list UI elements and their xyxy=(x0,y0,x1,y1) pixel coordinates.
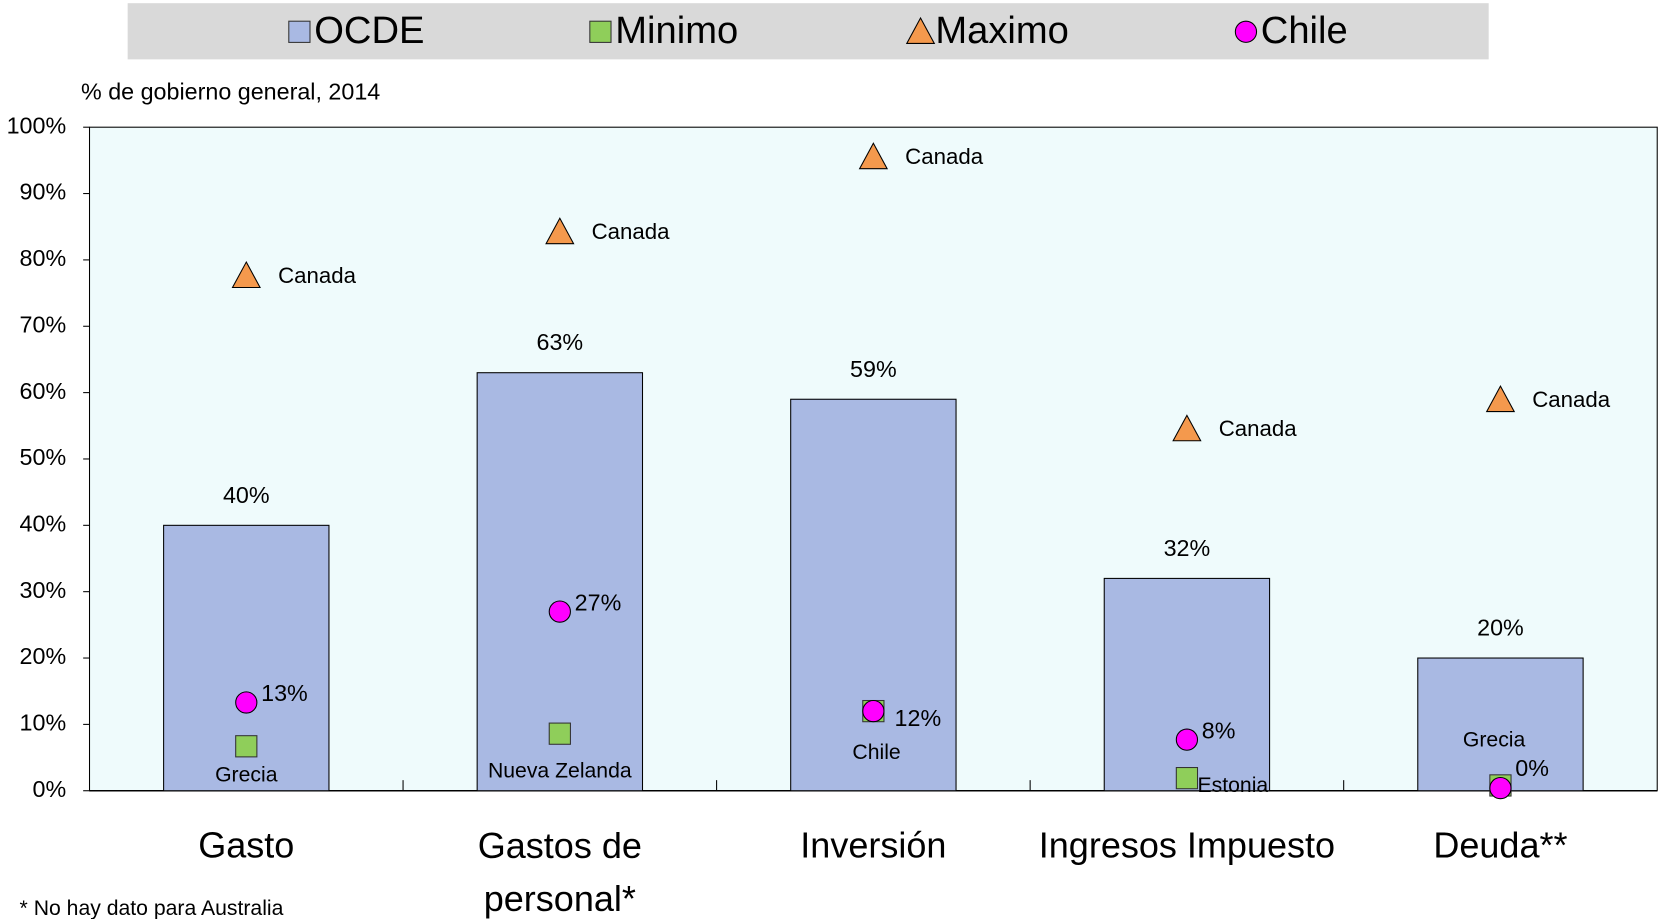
legend-label: Maximo xyxy=(935,9,1069,52)
value-label: 12% xyxy=(895,705,942,731)
y-tick-label: 10% xyxy=(20,710,67,736)
marker-square xyxy=(548,722,571,745)
x-tick-label: Gasto xyxy=(198,824,294,865)
y-tick-label: 70% xyxy=(20,311,67,337)
legend-marker xyxy=(288,20,311,43)
y-tick-label: 0% xyxy=(33,776,67,802)
point-label: Canada xyxy=(278,263,357,288)
marker-circle xyxy=(235,691,258,714)
point-label: Canada xyxy=(1219,416,1298,441)
bar xyxy=(476,372,644,792)
x-tick-label: Deuda** xyxy=(1433,824,1567,865)
bar xyxy=(790,398,957,792)
marker-triangle xyxy=(231,260,261,289)
y-axis-label: % de gobierno general, 2014 xyxy=(81,78,380,104)
value-label: 32% xyxy=(1164,535,1211,561)
y-tick-label: 90% xyxy=(20,179,67,205)
marker-triangle xyxy=(545,217,575,245)
legend-marker xyxy=(589,20,612,43)
value-label: 13% xyxy=(261,680,308,706)
marker-square xyxy=(235,735,258,758)
point-label: Canada xyxy=(1532,387,1611,412)
legend-marker xyxy=(1234,20,1258,43)
y-tick-label: 30% xyxy=(20,577,67,603)
value-label: 40% xyxy=(223,482,270,508)
y-tick-label: 60% xyxy=(20,378,67,404)
value-label: 8% xyxy=(1202,717,1236,743)
marker-circle xyxy=(1489,776,1512,800)
point-label: Estonia xyxy=(1198,774,1269,797)
point-label: Nueva Zelanda xyxy=(488,759,632,782)
marker-triangle xyxy=(858,142,889,170)
y-tick-label: 50% xyxy=(20,444,67,470)
marker-triangle xyxy=(1485,385,1516,413)
point-label: Canada xyxy=(592,219,671,244)
marker-triangle xyxy=(1172,414,1202,442)
y-tick-label: 20% xyxy=(20,643,67,669)
point-label: Chile xyxy=(852,741,900,764)
value-label: 63% xyxy=(537,329,584,355)
y-tick-label: 40% xyxy=(20,510,67,536)
legend-label: Chile xyxy=(1261,9,1348,52)
marker-circle xyxy=(548,600,571,623)
point-label: Grecia xyxy=(215,764,278,787)
bar xyxy=(1103,577,1271,792)
marker-circle xyxy=(862,699,885,723)
legend-label: OCDE xyxy=(314,9,424,52)
y-tick-label: 80% xyxy=(20,245,67,271)
x-tick-label: Gastos de personal* xyxy=(478,824,642,918)
marker-square xyxy=(1175,767,1199,790)
point-label: Canada xyxy=(905,144,984,169)
legend-marker xyxy=(905,16,936,44)
x-tick-label: Ingresos Impuesto xyxy=(1039,824,1335,865)
bar xyxy=(1417,657,1584,792)
legend-label: Minimo xyxy=(615,9,738,52)
y-tick-label: 100% xyxy=(7,112,67,138)
value-label: 20% xyxy=(1477,615,1524,641)
value-label: 59% xyxy=(850,356,897,382)
value-label: 27% xyxy=(575,589,622,615)
footnote: * No hay dato para Australia xyxy=(20,897,284,919)
marker-circle xyxy=(1175,728,1199,751)
x-tick-label: Inversión xyxy=(800,824,946,865)
point-label: Grecia xyxy=(1463,729,1526,752)
legend-box xyxy=(127,3,1489,60)
value-label: 0% xyxy=(1515,755,1549,781)
